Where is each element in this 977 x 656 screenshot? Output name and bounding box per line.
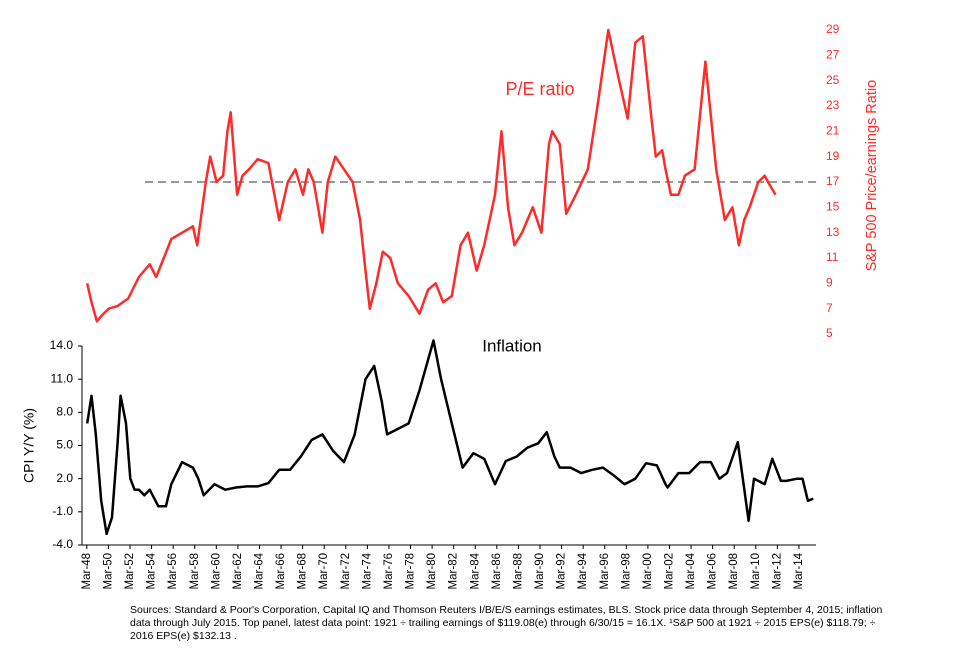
y-tick-label: 17: [826, 174, 840, 188]
y-tick-label: 21: [826, 123, 840, 137]
x-tick-label: Mar-50: [102, 553, 114, 589]
source-line: 2016 EPS(e) $132.13 .: [130, 630, 237, 642]
y-tick-label: 23: [826, 98, 840, 112]
x-tick-label: Mar-58: [189, 553, 201, 589]
chart: 5 7 9 11 13 15 17 19 21 23 25 27 29 P/E ratio S&P 500 …: [21, 22, 880, 589]
y-tick-label: 2.0: [56, 471, 73, 485]
x-tick-label: Mar-66: [275, 553, 287, 589]
x-tick-label: Mar-78: [405, 553, 417, 589]
chart-title: Inflation: [482, 336, 542, 355]
y-tick-label: 25: [826, 73, 840, 87]
y-axis-label: S&P 500 Price/earnings Ratio: [864, 80, 880, 272]
data-line: [85, 339, 814, 536]
x-tick-label: Mar-70: [318, 553, 330, 589]
x-tick-label: Mar-04: [685, 552, 697, 589]
y-tick-label: 29: [826, 22, 840, 36]
x-tick-label: Mar-14: [793, 552, 805, 589]
x-tick-label: Mar-76: [383, 553, 395, 589]
x-tick-label: Mar-54: [146, 552, 158, 589]
y-tick-label: 9: [826, 275, 833, 289]
x-tick-label: Mar-88: [512, 553, 524, 589]
y-tick-label: 13: [826, 225, 840, 239]
x-tick-label: Mar-86: [491, 553, 503, 589]
y-tick-label: 5: [826, 326, 833, 340]
x-tick-label: Mar-96: [599, 553, 611, 589]
x-tick-label: Mar-68: [297, 553, 309, 589]
y-tick-label: 8.0: [56, 405, 73, 419]
chart-title: P/E ratio: [505, 79, 574, 99]
x-tick-label: Mar-92: [556, 553, 568, 589]
y-tick-label: 27: [826, 47, 840, 61]
source-line: data through July 2015. Top panel, lates…: [130, 617, 876, 629]
x-tick-label: Mar-98: [620, 553, 632, 589]
y-tick-label: 5.0: [56, 438, 73, 452]
y-tick-label: 11.0: [51, 371, 74, 385]
x-tick-label: Mar-48: [81, 553, 93, 589]
y-tick-label: 15: [826, 199, 840, 213]
x-tick-label: Mar-72: [340, 553, 352, 589]
y-tick-label: -4.0: [52, 537, 73, 551]
x-tick-label: Mar-82: [448, 553, 460, 589]
x-tick-label: Mar-64: [254, 552, 266, 589]
y-tick-label: 14.0: [50, 338, 74, 352]
x-tick-label: Mar-90: [534, 553, 546, 589]
y-tick-label: 11: [826, 250, 839, 264]
y-tick-label: 19: [826, 149, 840, 163]
y-tick-label: -1.0: [52, 504, 73, 518]
y-axis-label: CPI Y/Y (%): [21, 408, 37, 483]
x-tick-label: Mar-12: [771, 553, 783, 589]
y-tick-label: 7: [826, 301, 833, 315]
x-tick-label: Mar-84: [469, 552, 481, 589]
x-tick-label: Mar-80: [426, 553, 438, 589]
x-tick-label: Mar-08: [728, 553, 740, 589]
x-tick-label: Mar-00: [642, 553, 654, 589]
x-tick-label: Mar-60: [210, 553, 222, 589]
source-note: Sources: Standard & Poor's Corporation, …: [130, 604, 970, 643]
x-tick-label: Mar-52: [124, 553, 136, 589]
x-tick-label: Mar-10: [750, 553, 762, 589]
source-line: Sources: Standard & Poor's Corporation, …: [130, 604, 883, 616]
x-tick-label: Mar-56: [167, 553, 179, 589]
x-tick-label: Mar-02: [664, 553, 676, 589]
x-tick-label: Mar-94: [577, 552, 589, 589]
data-line: [85, 28, 777, 323]
x-tick-label: Mar-62: [232, 553, 244, 589]
x-tick-label: Mar-74: [361, 552, 373, 589]
x-tick-label: Mar-06: [707, 553, 719, 589]
